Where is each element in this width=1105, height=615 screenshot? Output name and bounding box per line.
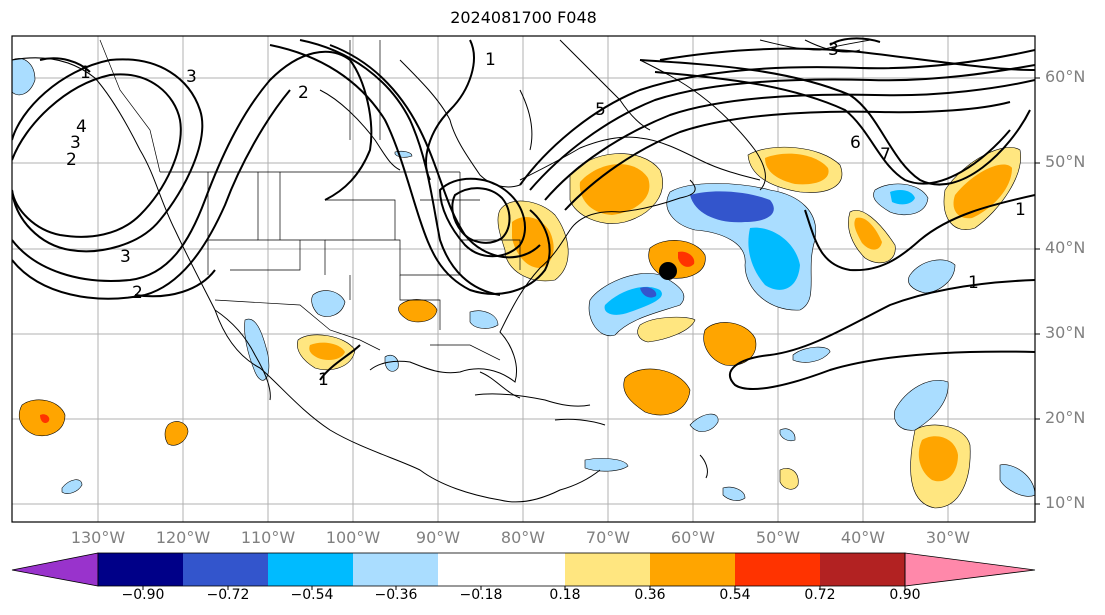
colorbar-tick-label: −0.90 <box>121 587 165 603</box>
map-title: 2024081700 F048 <box>450 8 597 27</box>
coastlines <box>12 39 871 503</box>
colorbar-tick-label: −0.72 <box>206 587 250 603</box>
contour-label: 3 <box>828 40 839 60</box>
contour-label: 1 <box>80 63 91 83</box>
colorbar-tick-label: −0.36 <box>374 587 418 603</box>
lon-label: 130°W <box>70 528 126 547</box>
lat-label: 10°N <box>1045 493 1086 512</box>
lon-label: 40°W <box>840 528 886 547</box>
colorbar-underflow-arrow <box>11 552 99 587</box>
lon-label: 110°W <box>240 528 296 547</box>
lon-label: 50°W <box>755 528 801 547</box>
colorbar-tick-label: 0.90 <box>889 587 921 603</box>
contour-labels: 1 1 3 2 1 1 1 2 3 4 5 6 7 3 3 2 <box>66 40 1026 390</box>
colorbar-segment <box>353 553 438 586</box>
lon-label: 90°W <box>415 528 461 547</box>
colorbar <box>11 552 1036 590</box>
colorbar-overflow-arrow <box>904 552 1036 587</box>
colorbar-segment <box>565 553 650 586</box>
contour-label: 7 <box>880 145 891 165</box>
colorbar-segment <box>438 553 565 586</box>
contour-label: 1 <box>318 370 329 390</box>
contour-label: 2 <box>298 83 309 103</box>
contour-label: 5 <box>595 100 606 120</box>
axis-ticks <box>1035 77 1040 505</box>
colorbar-tick-label: −0.54 <box>290 587 334 603</box>
contour-lines <box>12 37 1035 391</box>
colorbar-tick-label: 0.72 <box>804 587 836 603</box>
contour-label: 2 <box>132 283 143 303</box>
lat-label: 30°N <box>1045 323 1086 342</box>
contour-label: 2 <box>66 150 77 170</box>
contour-label: 3 <box>70 133 81 153</box>
lat-label: 20°N <box>1045 408 1086 427</box>
colorbar-frame <box>97 552 906 587</box>
contour-label: 3 <box>186 67 197 87</box>
lon-label: 80°W <box>500 528 546 547</box>
colorbar-segment <box>268 553 353 586</box>
contour-label: 4 <box>76 117 87 137</box>
map-frame <box>11 35 1036 523</box>
lon-label: 60°W <box>670 528 716 547</box>
lon-label: 70°W <box>585 528 631 547</box>
colorbar-segment <box>735 553 820 586</box>
lon-label: 100°W <box>325 528 381 547</box>
colorbar-tick-label: 0.54 <box>719 587 751 603</box>
political-borders <box>99 39 521 361</box>
lat-label: 40°N <box>1045 238 1086 257</box>
colorbar-tick-label: −0.18 <box>459 587 503 603</box>
lat-label: 60°N <box>1045 67 1086 86</box>
storm-center-dot <box>659 262 677 280</box>
lat-label: 50°N <box>1045 152 1086 171</box>
contour-label: 3 <box>120 247 131 267</box>
colorbar-segment <box>820 553 905 586</box>
contour-label: 1 <box>968 273 979 293</box>
colorbar-segment <box>98 553 183 586</box>
lon-label: 120°W <box>155 528 211 547</box>
colorbar-tick-label: 0.18 <box>549 587 581 603</box>
colorbar-segment <box>650 553 735 586</box>
colorbar-segment <box>183 553 268 586</box>
lon-label: 30°W <box>925 528 971 547</box>
contour-label: 6 <box>850 133 861 153</box>
contour-label: 1 <box>1015 200 1026 220</box>
contour-label: 1 <box>485 50 496 70</box>
colorbar-tick-label: 0.36 <box>634 587 666 603</box>
